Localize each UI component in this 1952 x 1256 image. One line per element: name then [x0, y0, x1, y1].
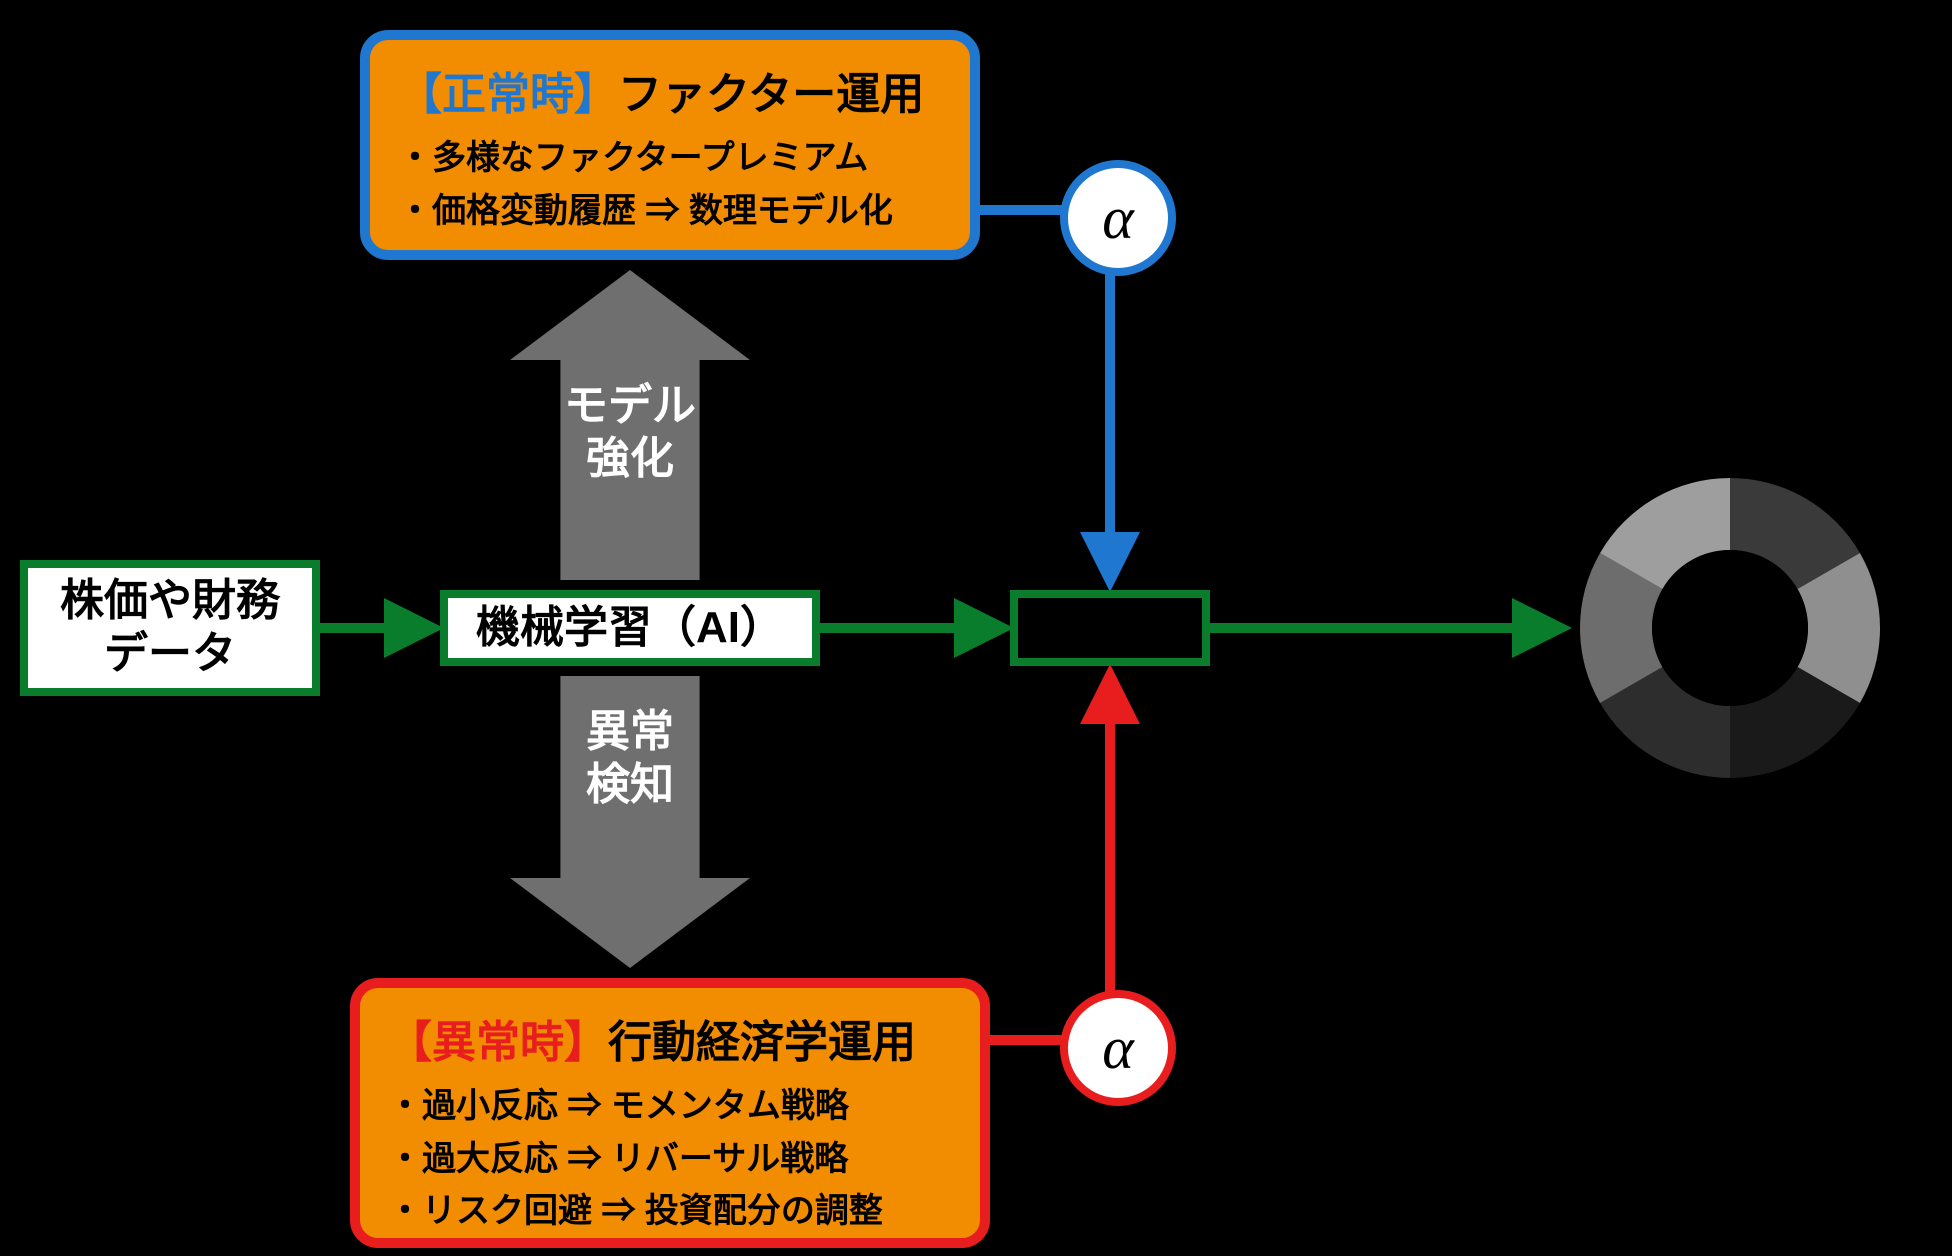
alpha-top-icon: α	[1060, 160, 1176, 276]
normal-regime-title: 【正常時】ファクター運用	[398, 58, 942, 122]
anomaly-regime-panel: 【異常時】行動経済学運用 ・過小反応 ⇒ モメンタム戦略・過大反応 ⇒ リバーサ…	[350, 978, 990, 1248]
combine-box	[1010, 590, 1210, 666]
alpha-bottom-label: α	[1102, 1014, 1134, 1083]
normal-bullets: ・多様なファクタープレミアム・価格変動履歴 ⇒ 数理モデル化	[398, 132, 942, 237]
anomaly-detect-arrow	[510, 676, 750, 968]
anomaly-bullets: ・過小反応 ⇒ モメンタム戦略・過大反応 ⇒ リバーサル戦略・リスク回避 ⇒ 投…	[388, 1080, 952, 1238]
model-enhance-arrow	[510, 270, 750, 580]
portfolio-donut-icon	[1580, 478, 1880, 778]
anomaly-title-text: 行動経済学運用	[608, 1018, 916, 1067]
input-data-label: 株価や財務データ	[60, 575, 280, 681]
normal-title-text: ファクター運用	[618, 70, 924, 119]
anomaly-regime-title: 【異常時】行動経済学運用	[388, 1006, 952, 1070]
anomaly-detect-label: 異常検知	[510, 706, 750, 812]
normal-bracket: 【正常時】	[398, 70, 618, 119]
input-data-box: 株価や財務データ	[20, 560, 320, 696]
alpha-top-label: α	[1102, 184, 1134, 253]
model-enhance-label: モデル強化	[510, 380, 750, 486]
normal-regime-panel: 【正常時】ファクター運用 ・多様なファクタープレミアム・価格変動履歴 ⇒ 数理モ…	[360, 30, 980, 260]
machine-learning-box: 機械学習（AI）	[440, 590, 820, 666]
alpha-bottom-icon: α	[1060, 990, 1176, 1106]
anomaly-bracket: 【異常時】	[388, 1018, 608, 1067]
machine-learning-label: 機械学習（AI）	[476, 602, 784, 655]
